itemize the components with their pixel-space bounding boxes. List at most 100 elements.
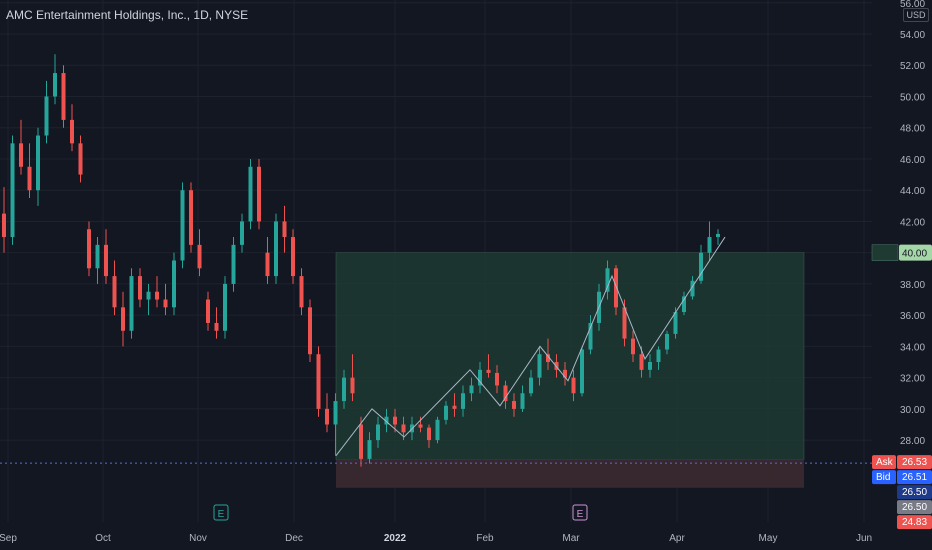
candle-body	[163, 299, 168, 308]
candle-body	[257, 166, 261, 222]
candle-body	[155, 291, 159, 300]
ask-badge	[872, 455, 896, 470]
candle-body	[503, 385, 508, 402]
candle-body	[291, 237, 295, 277]
candle-body	[180, 190, 185, 261]
event-label: E	[218, 509, 225, 520]
event-box	[572, 504, 588, 521]
candle-body	[223, 283, 227, 331]
y-tick-label: 34.00	[900, 342, 925, 353]
candle-body	[707, 237, 712, 253]
y-tick-label: 30.00	[900, 405, 925, 416]
candle-body	[129, 276, 134, 331]
extra-value-1: 26.50	[902, 487, 927, 498]
candle-body	[308, 307, 312, 355]
candle-body	[393, 416, 397, 425]
candle-body	[265, 252, 270, 277]
candle-body	[520, 393, 525, 409]
x-tick-label: Oct	[95, 533, 111, 544]
y-tick-label: 42.00	[900, 217, 925, 228]
candle-body	[10, 143, 15, 238]
candle-body	[2, 213, 6, 238]
candle-body	[639, 354, 644, 370]
candle-body	[529, 377, 533, 394]
ask-value: 26.53	[902, 457, 927, 468]
candle-body	[580, 349, 584, 394]
zone-top-marker	[871, 244, 899, 261]
candle-body	[333, 401, 338, 425]
x-tick-label: Nov	[189, 533, 207, 544]
y-tick-label: 56.00	[900, 0, 925, 10]
y-tick-label: 50.00	[900, 92, 925, 103]
event-label: E	[577, 509, 584, 520]
candle-body	[367, 440, 372, 459]
candle-body	[112, 276, 117, 308]
x-tick-label: 2022	[384, 533, 407, 544]
candle-body	[716, 233, 720, 238]
candle-body	[189, 190, 193, 245]
candle-body	[605, 268, 610, 292]
stop-zone	[336, 459, 804, 488]
candle-body	[350, 377, 355, 394]
projection-path	[335, 236, 726, 457]
candle-body	[95, 244, 100, 269]
candle-body	[61, 73, 66, 120]
candle-body	[53, 73, 57, 97]
candle-body	[512, 401, 516, 409]
candle-body	[461, 393, 465, 409]
candle-body	[104, 244, 108, 277]
cut-value: 24.83	[902, 517, 927, 528]
bid-value-badge	[897, 470, 932, 485]
x-tick-label: Jun	[856, 533, 872, 544]
currency-label[interactable]: USD	[903, 8, 929, 22]
candle-body	[27, 166, 32, 191]
y-tick-label: 44.00	[900, 186, 925, 197]
x-tick-label: Feb	[476, 533, 494, 544]
candle-body	[699, 252, 703, 281]
candle-body	[563, 369, 567, 378]
event-marker[interactable]: E	[572, 504, 588, 521]
candle-body	[418, 424, 423, 428]
candle-body	[214, 322, 219, 331]
x-tick-label: Dec	[285, 533, 303, 544]
x-tick-label: May	[759, 533, 778, 544]
candle-body	[282, 221, 287, 238]
chart-title: AMC Entertainment Holdings, Inc., 1D, NY…	[6, 8, 249, 22]
y-tick-label: 46.00	[900, 155, 925, 166]
candle-body	[78, 143, 83, 175]
extra-value-2: 26.50	[902, 502, 927, 513]
candle-body	[274, 221, 278, 277]
candle-body	[444, 405, 448, 420]
candle-body	[631, 338, 635, 355]
candle-body	[248, 166, 253, 222]
candle-body	[376, 424, 380, 441]
y-tick-label: 32.00	[900, 374, 925, 385]
candle-body	[70, 119, 74, 144]
candle-body	[495, 372, 499, 386]
candle-body	[682, 296, 686, 313]
candle-body	[44, 96, 49, 136]
candle-body	[240, 221, 244, 245]
candle-body	[435, 419, 440, 441]
zone-top-value: 40.00	[902, 249, 927, 260]
candle-body	[427, 427, 431, 441]
candle-body	[19, 143, 23, 167]
candle-body	[342, 377, 346, 402]
target-zone	[335, 252, 805, 460]
ask-label: Ask	[876, 457, 894, 468]
candle-body	[206, 299, 210, 323]
candle-body	[452, 405, 457, 409]
candle-body	[478, 369, 482, 386]
candle-body	[486, 369, 491, 373]
y-axis: 28.00 30.00 32.00 34.00 36.00 38.00 40.00 42.00…	[900, 0, 925, 447]
event-marker[interactable]: E	[213, 504, 229, 521]
y-tick-label: 28.00	[900, 436, 925, 447]
candle-body	[146, 291, 151, 300]
ask-value-badge	[897, 455, 932, 470]
y-tick-label: 52.00	[900, 61, 925, 72]
x-tick-label: Sep	[0, 533, 17, 544]
cut-badge	[897, 515, 932, 530]
bid-badge	[872, 470, 896, 485]
y-tick-label: 48.00	[900, 124, 925, 135]
